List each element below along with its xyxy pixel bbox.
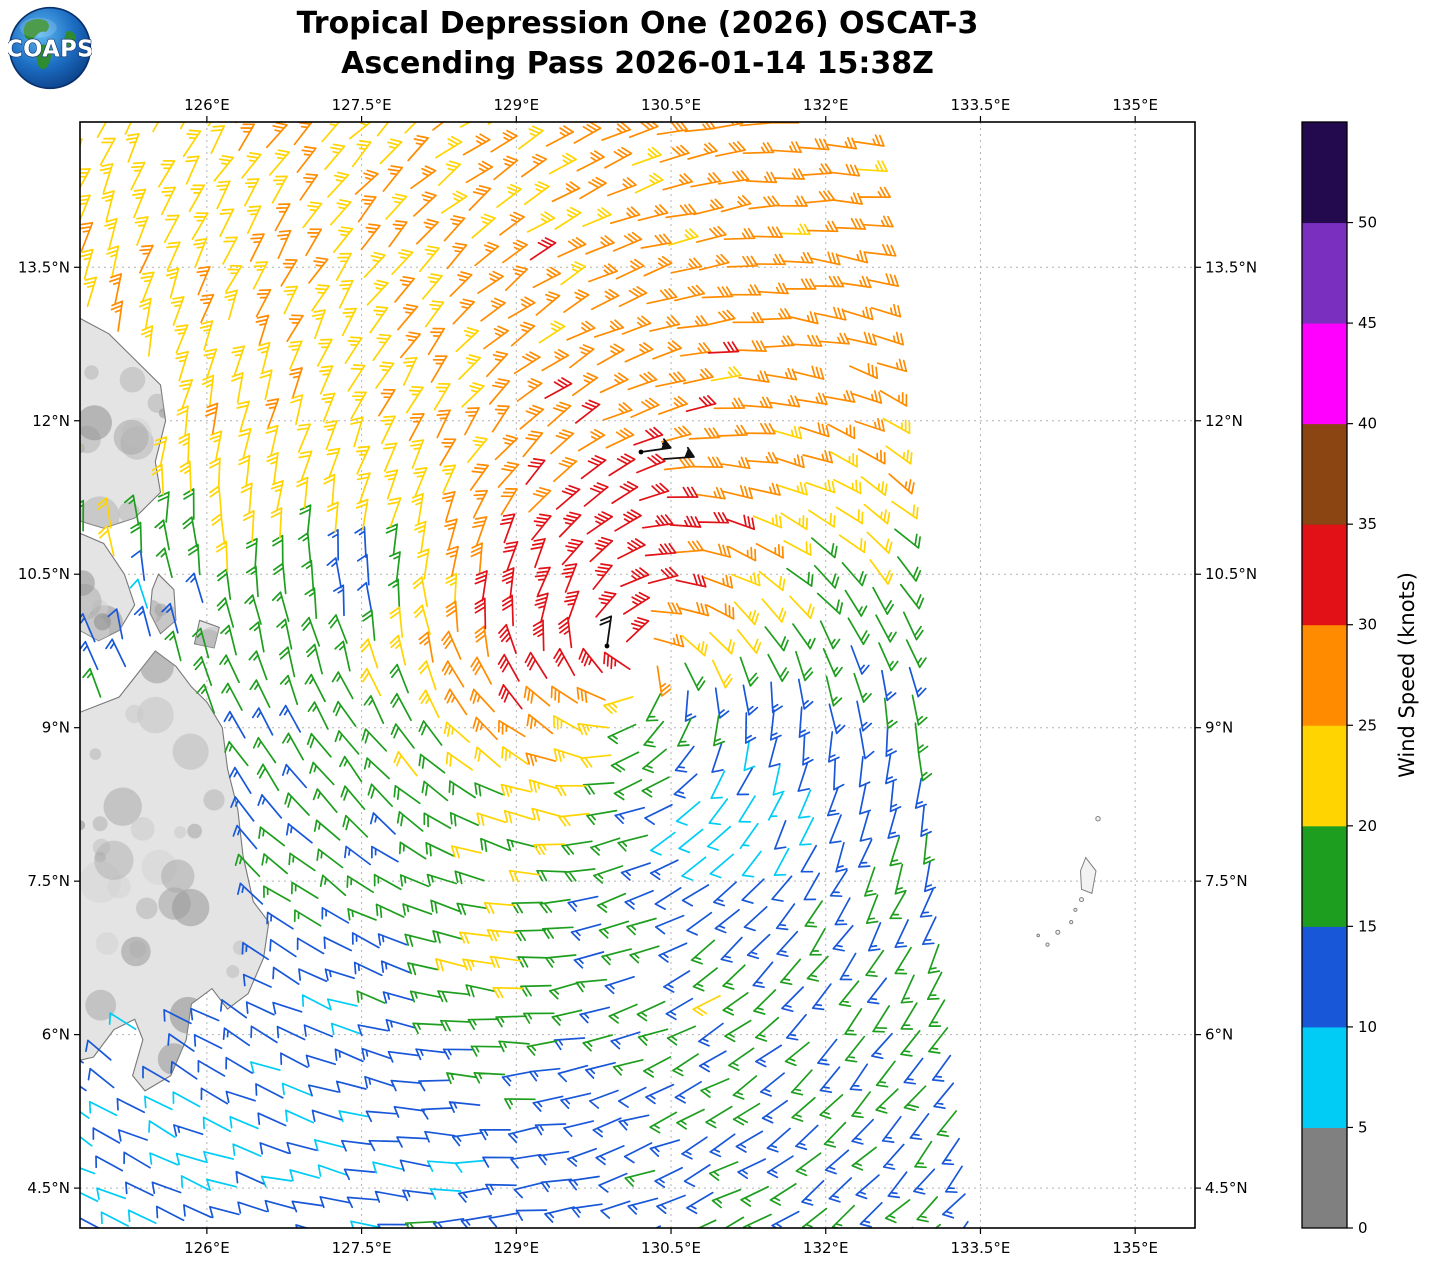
y-tick-label-right: 6°N (1205, 1026, 1233, 1044)
y-tick-label-right: 10.5°N (1205, 565, 1257, 583)
continent-south (36, 44, 52, 70)
colorbar-segment (1302, 122, 1347, 224)
x-tick-label-top: 129°E (493, 96, 539, 114)
continent-east (64, 30, 77, 47)
coaps-logo-text: COAPS (8, 36, 92, 62)
colorbar-tick-label: 0 (1358, 1219, 1368, 1237)
y-tick-label-left: 7.5°N (27, 872, 70, 890)
colorbar-tick-label: 45 (1358, 314, 1377, 332)
x-tick-label-bottom: 127.5°E (332, 1239, 392, 1257)
x-tick-label-bottom: 129°E (493, 1239, 539, 1257)
x-tick-label-bottom: 133.5°E (950, 1239, 1010, 1257)
wind-barb-layer-15 (80, 488, 958, 1228)
x-tick-label-bottom: 132°E (803, 1239, 849, 1257)
x-tick-label-bottom: 126°E (184, 1239, 230, 1257)
continent-north (23, 18, 49, 40)
coaps-globe-icon: COAPS (5, 6, 94, 90)
colorbar-tick-label: 40 (1358, 415, 1377, 433)
y-tick-label-right: 9°N (1205, 719, 1233, 737)
x-tick-label-top: 127.5°E (332, 96, 392, 114)
globe-gloss (19, 17, 57, 38)
small-islands (1036, 816, 1101, 947)
y-tick-label-right: 12°N (1205, 412, 1243, 430)
colorbar-tick-label: 25 (1358, 716, 1377, 734)
colorbar-tick-label: 5 (1358, 1118, 1368, 1136)
y-tick-label-right: 4.5°N (1205, 1179, 1248, 1197)
colorbar-segment (1302, 825, 1347, 927)
x-tick-label-top: 130.5°E (641, 96, 701, 114)
colorbar-tick-label: 10 (1358, 1018, 1377, 1036)
colorbar-border (1301, 121, 1348, 1229)
colorbar-segment (1302, 725, 1347, 827)
x-tick-label-top: 126°E (184, 96, 230, 114)
wind-barb-layer-10 (80, 526, 969, 1228)
y-tick-label-left: 12°N (32, 412, 70, 430)
colorbar-segment (1302, 1127, 1347, 1229)
wind-barb-layer-20 (80, 122, 919, 1017)
coaps-logo: COAPS (5, 6, 94, 90)
colorbar-axis-label: Wind Speed (knots) (1395, 572, 1419, 778)
storm-center-dot (638, 449, 644, 455)
y-tick-label-left: 4.5°N (27, 1179, 70, 1197)
colorbar-segment (1302, 222, 1347, 324)
colorbar-tick-label: 20 (1358, 817, 1377, 835)
x-tick-label-bottom: 130.5°E (641, 1239, 701, 1257)
colorbar-segment (1302, 624, 1347, 726)
x-tick-label-top: 135°E (1112, 96, 1158, 114)
plot-title-line2: Ascending Pass 2026-01-14 15:38Z (341, 45, 934, 81)
y-tick-label-left: 13.5°N (18, 258, 70, 276)
colorbar-segment (1302, 926, 1347, 1028)
y-tick-label-left: 10.5°N (18, 565, 70, 583)
y-tick-label-left: 6°N (42, 1026, 70, 1044)
y-tick-label-right: 13.5°N (1205, 258, 1257, 276)
x-tick-label-top: 133.5°E (950, 96, 1010, 114)
plot-title: Tropical Depression One (2026) OSCAT-3 A… (80, 4, 1195, 83)
wind-barb-layer-25 (80, 122, 915, 766)
colorbar: 0 5 10 15 20 25 30 35 40 45 50 Wind Speed (knots) (1301, 121, 1419, 1237)
axis-tick-labels: 126°E 126°E 127.5°E 127.5°E 129°E 129°E 130.5°… (18, 96, 1257, 1257)
flagged-barbs (599, 438, 695, 649)
wind-barb-layer-30 (474, 237, 756, 710)
y-tick-label-right: 7.5°N (1205, 872, 1248, 890)
wind-barbs (80, 122, 969, 1228)
axis-ticks (74, 116, 1201, 1234)
plot-title-line1: Tropical Depression One (2026) OSCAT-3 (296, 6, 979, 41)
storm-center-dot (604, 643, 610, 649)
colorbar-tick-label: 30 (1358, 616, 1377, 634)
plot-border (79, 121, 1196, 1229)
colorbar-tick-label: 35 (1358, 515, 1377, 533)
colorbar-segment (1302, 323, 1347, 425)
colorbar-segment (1302, 423, 1347, 525)
x-tick-label-top: 132°E (803, 96, 849, 114)
x-tick-label-bottom: 135°E (1112, 1239, 1158, 1257)
y-tick-label-left: 9°N (42, 719, 70, 737)
land-coastlines (80, 317, 270, 1092)
colorbar-segment (1302, 524, 1347, 626)
colorbar-segment (1302, 1026, 1347, 1128)
colorbar-tick-label: 50 (1358, 214, 1377, 232)
colorbar-tick-label: 15 (1358, 917, 1377, 935)
